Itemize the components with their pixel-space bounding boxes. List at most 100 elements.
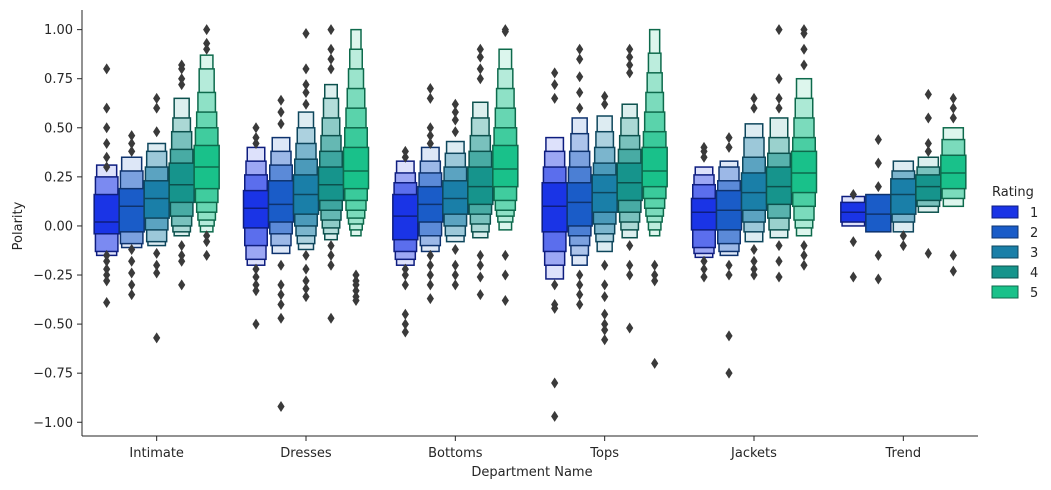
outlier-point xyxy=(203,24,211,36)
outlier-point xyxy=(302,28,310,40)
outlier-point xyxy=(601,318,609,330)
outlier-point xyxy=(626,240,634,252)
outlier-point xyxy=(302,79,310,91)
boxen-level xyxy=(317,166,345,202)
outlier-point xyxy=(626,67,634,79)
outlier-point xyxy=(576,71,584,83)
outlier-point xyxy=(849,189,857,201)
outlier-point xyxy=(551,79,559,91)
boxen-jackets-rating-5 xyxy=(790,24,818,271)
outlier-point xyxy=(178,279,186,291)
outlier-point xyxy=(476,249,484,261)
outlier-point xyxy=(501,26,509,38)
outlier-point xyxy=(775,240,783,252)
outlier-point xyxy=(800,259,808,271)
outlier-point xyxy=(651,269,659,281)
outlier-point xyxy=(302,249,310,261)
outlier-point xyxy=(775,255,783,267)
boxen-level xyxy=(168,162,195,204)
boxen-dresses-rating-5 xyxy=(342,28,370,307)
y-tick-label: 0.50 xyxy=(44,121,73,136)
boxen-dresses-rating-1 xyxy=(242,122,270,330)
outlier-point xyxy=(775,271,783,283)
outlier-point xyxy=(501,269,509,281)
boxen-level xyxy=(865,193,892,233)
outlier-point xyxy=(103,255,111,267)
outlier-point xyxy=(775,102,783,114)
boxen-bottoms-rating-4 xyxy=(467,43,494,301)
outlier-point xyxy=(178,79,186,91)
x-tick-label: Trend xyxy=(885,446,922,461)
y-axis: −1.00 −0.75 −0.50 −0.25 0.00 0.25 0.50 0.75 1.00 xyxy=(33,10,83,436)
legend-label: 3 xyxy=(1030,246,1038,261)
outlier-point xyxy=(451,126,459,138)
outlier-point xyxy=(426,122,434,134)
legend-entry-1: 1 xyxy=(991,205,1038,221)
outlier-point xyxy=(327,240,335,252)
outlier-point xyxy=(551,279,559,291)
outlier-point xyxy=(576,269,584,281)
outlier-point xyxy=(252,263,260,275)
outlier-point xyxy=(476,43,484,55)
boxen-level xyxy=(616,162,643,202)
outlier-point xyxy=(849,271,857,283)
legend-label: 5 xyxy=(1030,286,1038,301)
outlier-point xyxy=(451,259,459,271)
legend: Rating 1 2 3 4 5 xyxy=(991,185,1038,301)
outlier-point xyxy=(252,279,260,291)
outlier-point xyxy=(476,63,484,75)
outlier-point xyxy=(476,73,484,85)
outlier-point xyxy=(426,92,434,104)
outlier-point xyxy=(203,43,211,55)
boxen-level xyxy=(267,180,295,223)
outlier-point xyxy=(451,279,459,291)
outlier-point xyxy=(128,289,136,301)
outlier-point xyxy=(153,259,161,271)
legend-entry-4: 4 xyxy=(991,265,1038,281)
outlier-point xyxy=(401,308,409,320)
outlier-point xyxy=(178,255,186,267)
outlier-point xyxy=(128,130,136,142)
outlier-point xyxy=(476,51,484,63)
outlier-point xyxy=(601,279,609,291)
outlier-point xyxy=(651,259,659,271)
outlier-point xyxy=(476,289,484,301)
outlier-point xyxy=(601,98,609,110)
outlier-point xyxy=(451,106,459,118)
outlier-point xyxy=(800,59,808,71)
outlier-point xyxy=(352,269,360,281)
outlier-point xyxy=(277,298,285,310)
outlier-point xyxy=(426,249,434,261)
outlier-point xyxy=(178,73,186,85)
outlier-point xyxy=(476,271,484,283)
boxen-bottoms-rating-1 xyxy=(392,145,419,338)
outlier-point xyxy=(103,249,111,261)
legend-entry-5: 5 xyxy=(991,285,1038,301)
outlier-point xyxy=(800,240,808,252)
x-tick-label: Intimate xyxy=(129,446,184,461)
outlier-point xyxy=(128,279,136,291)
outlier-point xyxy=(352,279,360,291)
outlier-point xyxy=(700,255,708,267)
outlier-point xyxy=(551,410,559,422)
outlier-point xyxy=(426,279,434,291)
outlier-point xyxy=(949,112,957,124)
outlier-point xyxy=(327,24,335,36)
outlier-point xyxy=(302,63,310,75)
boxen-level xyxy=(740,172,768,211)
outlier-point xyxy=(551,302,559,314)
outlier-point xyxy=(700,151,708,163)
boxen-tops-rating-5 xyxy=(641,28,668,369)
outlier-point xyxy=(128,255,136,267)
outlier-point xyxy=(203,230,211,242)
boxen-level xyxy=(541,182,568,233)
outlier-point xyxy=(924,145,932,157)
outlier-point xyxy=(651,357,659,369)
boxen-level xyxy=(342,146,370,190)
outlier-point xyxy=(700,263,708,275)
outlier-point xyxy=(178,63,186,75)
outlier-point xyxy=(899,240,907,252)
outlier-point xyxy=(128,244,136,255)
boxen-level xyxy=(690,197,718,231)
